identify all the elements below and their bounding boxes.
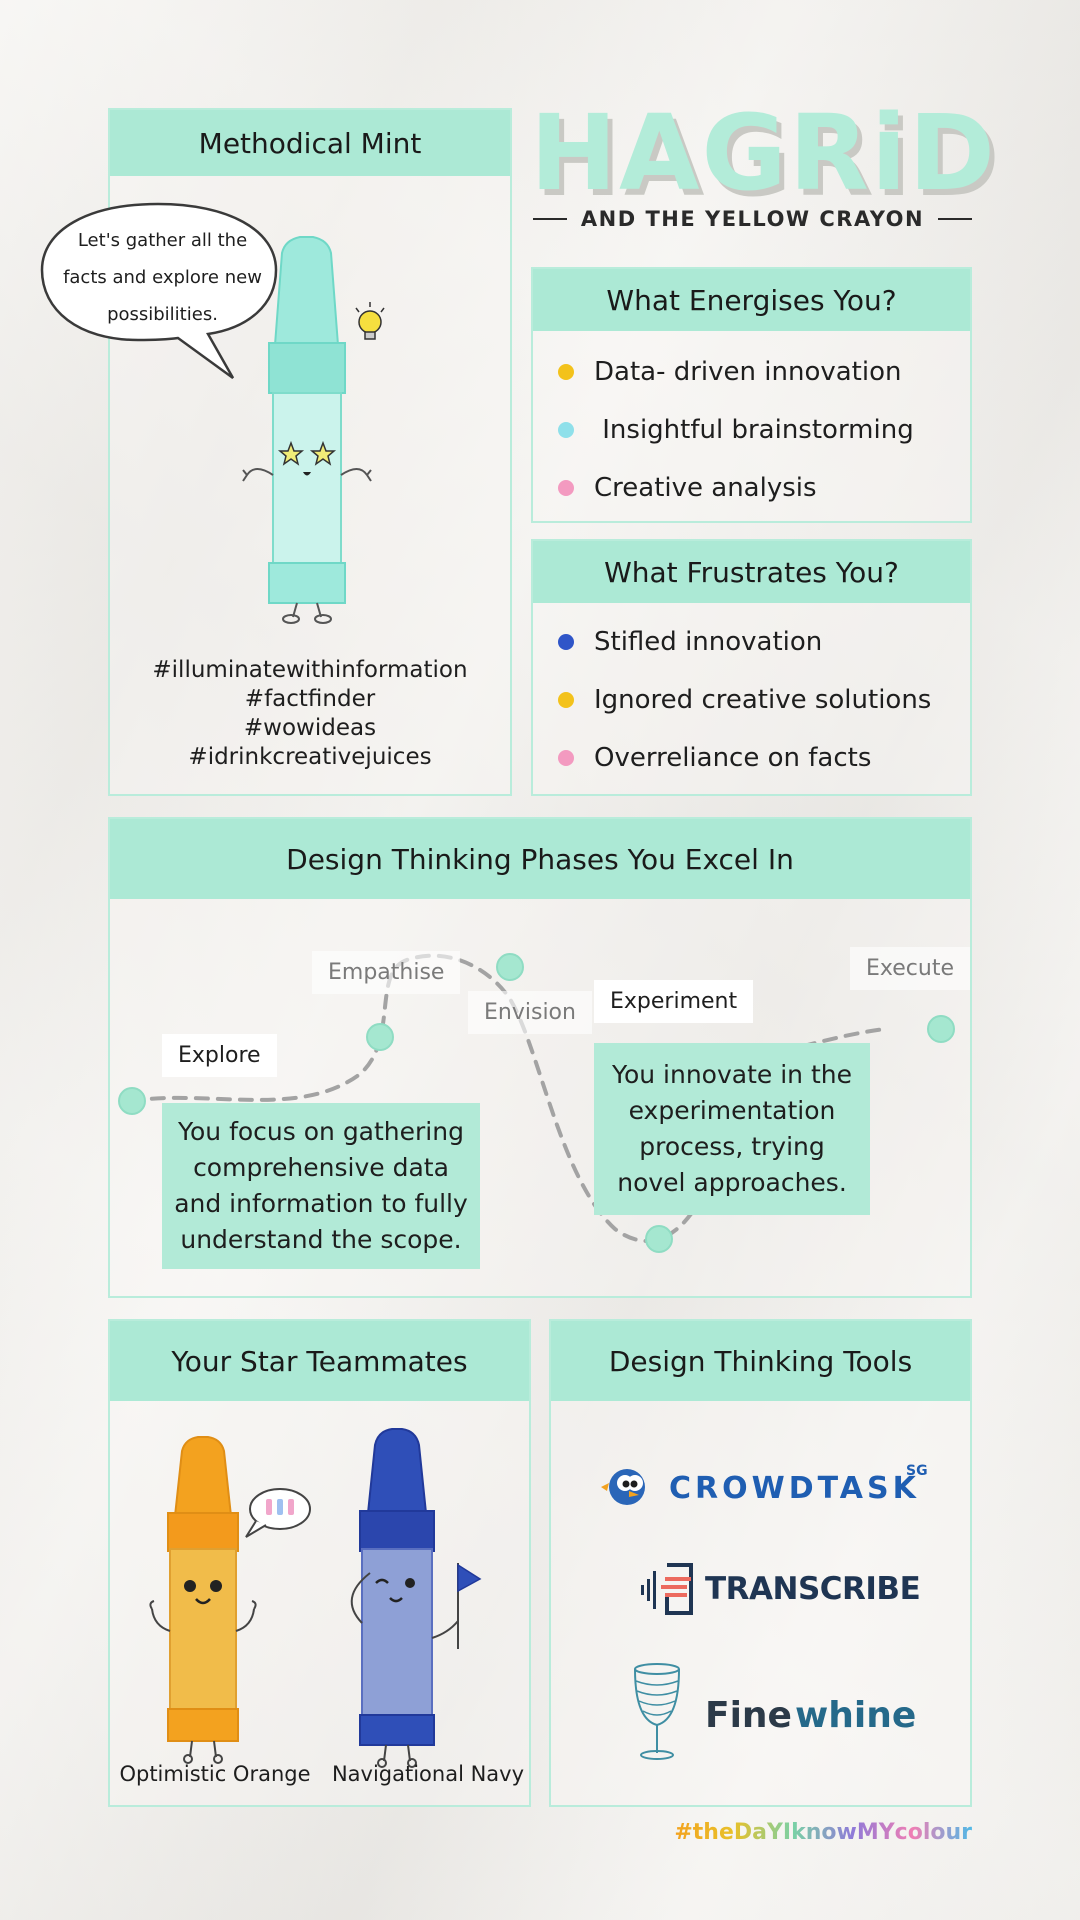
list-item-text: Ignored creative solutions [594,685,932,715]
phase-node-execute [927,1015,955,1043]
footer-hashtag: #theDaYIknowMYcolour [674,1820,972,1845]
phase-label-empathise: Empathise [312,951,461,994]
thought-bubble-icon [245,1488,311,1538]
phase-node-envision [496,953,524,981]
title-rule-right [938,218,973,220]
hashtag-item: #factfinder [244,686,376,712]
phase-node-empathise [366,1023,394,1051]
tools-heading: Design Thinking Tools [551,1321,970,1401]
title-sub: AND THE YELLOW CRAYON [580,207,925,231]
bullet-dot [558,364,574,380]
frustrates-panel: What Frustrates You? Stifled innovation … [531,539,972,796]
finewhine-logo[interactable]: Fine whine [629,1661,919,1771]
finewhine-word2: whine [795,1695,917,1736]
crowdtask-name: CROWDTASK [669,1471,920,1506]
crowdtask-sup: SG [906,1463,928,1479]
mint-crayon-character [242,236,372,624]
persona-name: Methodical Mint [110,110,510,176]
energises-heading: What Energises You? [533,269,970,331]
hashtag-item: #wowideas [243,715,377,741]
phase-label-experiment: Experiment [594,980,754,1023]
list-item: Creative analysis [558,459,960,517]
explore-note: You focus on gathering comprehensive dat… [162,1103,480,1269]
persona-panel: Methodical Mint Let's gather all the fac… [40,108,512,796]
phases-panel: Design Thinking Phases You Excel In Empa… [108,817,972,1298]
teammates-panel: Your Star Teammates Op [108,1319,531,1807]
phases-heading: Design Thinking Phases You Excel In [110,819,970,899]
phase-node-explore [118,1087,146,1115]
finewhine-word1: Fine [705,1695,792,1736]
frustrates-heading: What Frustrates You? [533,541,970,603]
teammates-heading: Your Star Teammates [110,1321,529,1401]
bullet-dot [558,634,574,650]
tools-panel: Design Thinking Tools CROWDTASK SG TRANS… [549,1319,972,1807]
list-item-text: Overreliance on facts [594,743,872,773]
list-item-text: Creative analysis [594,473,817,503]
crowdtask-logo[interactable]: CROWDTASK SG [599,1457,929,1517]
orange-crayon-character [149,1436,257,1764]
frustrates-list: Stifled innovation Ignored creative solu… [558,613,960,787]
crowdtask-bird-icon [601,1469,645,1505]
list-item: Ignored creative solutions [558,671,960,729]
wine-glass-icon [634,1663,680,1760]
title-sub-row: AND THE YELLOW CRAYON [530,204,975,234]
list-item: Data- driven innovation [558,343,960,401]
bullet-dot [558,750,574,766]
title-rule-left [532,218,567,220]
title-block: HAGRiD AND THE YELLOW CRAYON [530,92,995,240]
phase-label-envision: Envision [468,991,592,1034]
phase-node-experiment [645,1225,673,1253]
hashtags: #illuminatewithinformation #factfinder #… [110,656,510,772]
phase-label-explore: Explore [162,1034,277,1077]
experiment-note: You innovate in the experimentation proc… [594,1043,870,1215]
navy-crayon-character [350,1428,482,1768]
hashtag-item: #illuminatewithinformation [152,657,468,683]
teammate-name-navy: Navigational Navy [331,1762,525,1786]
energises-panel: What Energises You? Data- driven innovat… [531,267,972,523]
bullet-dot [558,692,574,708]
energises-list: Data- driven innovation Insightful brain… [558,343,960,517]
transcribe-name: TRANSCRIBE [705,1571,921,1607]
teammate-name-orange: Optimistic Orange [119,1762,311,1786]
bullet-dot [558,422,574,438]
list-item-text: Insightful brainstorming [594,415,914,445]
speech-bubble [40,202,278,380]
list-item: Stifled innovation [558,613,960,671]
list-item: Overreliance on facts [558,729,960,787]
hashtag-item: #idrinkcreativejuices [188,744,432,770]
transcribe-waveform-icon [641,1563,693,1615]
bullet-dot [558,480,574,496]
title-main: HAGRiD [530,92,997,214]
transcribe-logo[interactable]: TRANSCRIBE [639,1559,921,1619]
list-item-text: Data- driven innovation [594,357,902,387]
list-item: Insightful brainstorming [558,401,960,459]
list-item-text: Stifled innovation [594,627,823,657]
lightbulb-icon [355,302,385,340]
speech-text: Let's gather all the facts and explore n… [63,230,262,325]
phase-label-execute: Execute [850,947,970,990]
